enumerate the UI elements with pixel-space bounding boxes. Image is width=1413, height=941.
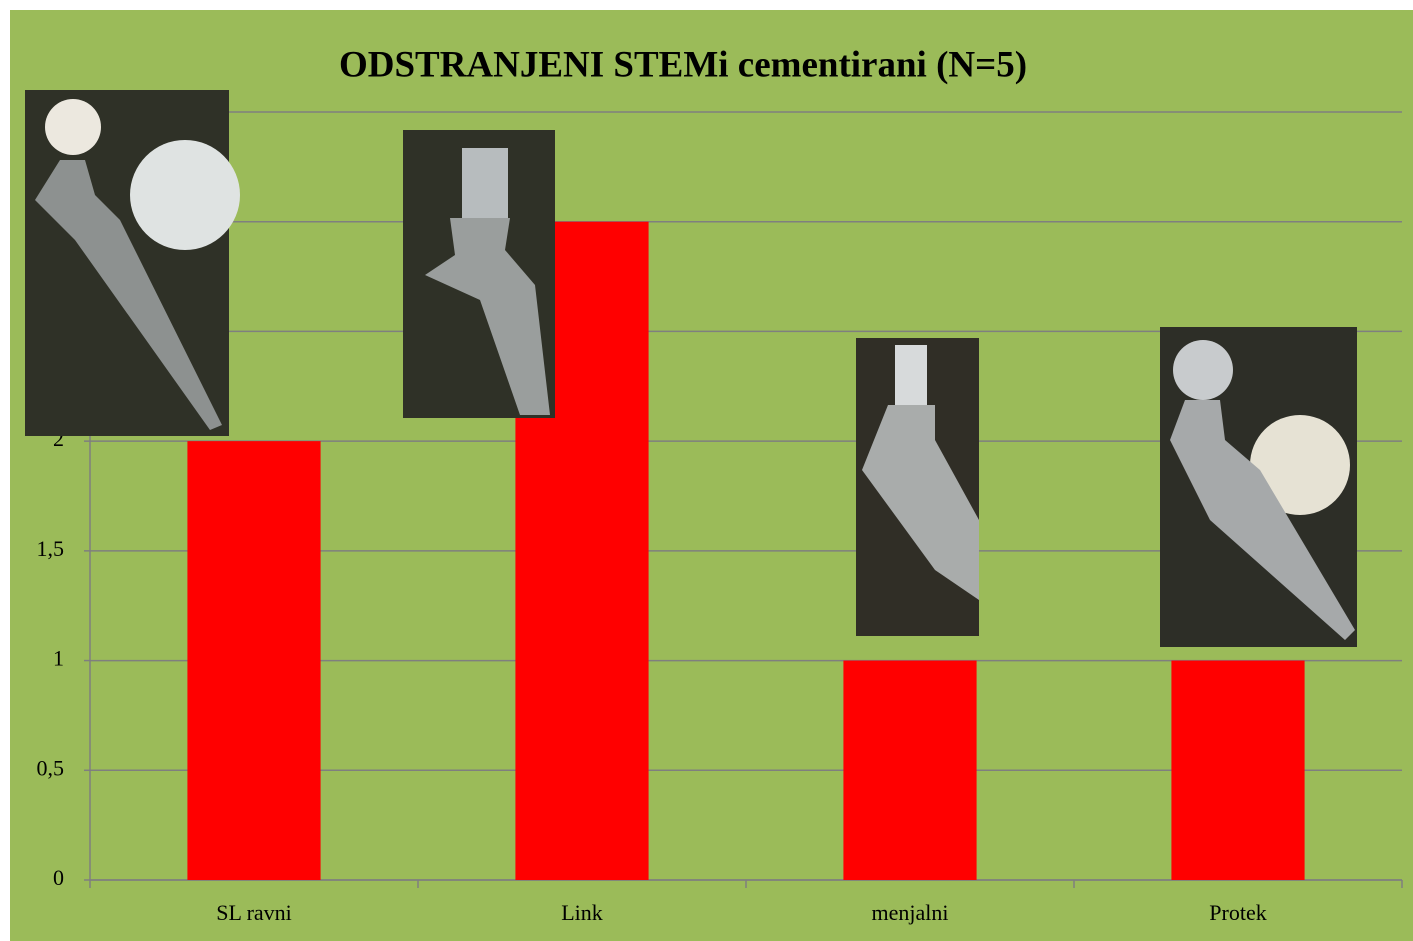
y-tick-label: 2 xyxy=(53,426,64,451)
x-tick-label: menjalni xyxy=(872,900,949,925)
y-tick-label: 1,5 xyxy=(37,536,65,561)
x-tick-label: SL ravni xyxy=(216,900,292,925)
photo xyxy=(25,90,240,436)
photos xyxy=(25,90,1357,647)
y-tick-label: 0 xyxy=(53,865,64,890)
bar xyxy=(187,441,321,880)
x-tick-label: Link xyxy=(561,900,603,925)
photo xyxy=(856,338,979,636)
y-tick-label: 0,5 xyxy=(37,755,65,780)
photo xyxy=(403,130,555,418)
bar xyxy=(1171,660,1305,880)
y-tick-label: 1 xyxy=(53,646,64,671)
chart-title: ODSTRANJENI STEMi cementirani (N=5) xyxy=(339,44,1027,85)
photo xyxy=(1160,327,1357,647)
x-tick-label: Protek xyxy=(1209,900,1266,925)
bar xyxy=(843,660,977,880)
